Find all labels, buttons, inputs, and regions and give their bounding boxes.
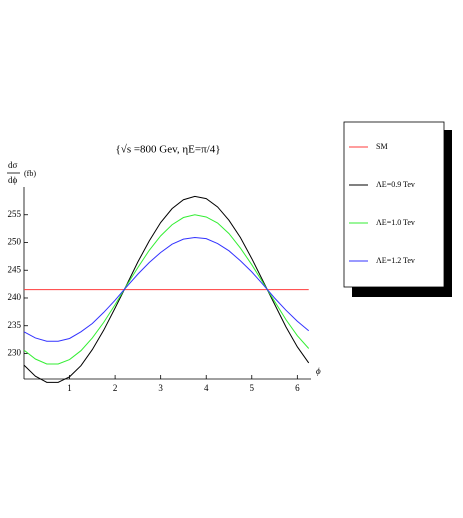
x-label: ϕ [316, 366, 321, 376]
y-tick-label: 240 [8, 292, 22, 302]
y-tick-label: 230 [8, 348, 22, 358]
y-label-denominator: dϕ [8, 175, 18, 185]
legend-label: ΛE=1.2 Tev [376, 256, 415, 265]
legend-label: ΛE=1.0 Tev [376, 218, 415, 227]
x-tick-label: 2 [113, 383, 118, 393]
x-tick-label: 3 [158, 383, 163, 393]
x-tick-label: 5 [250, 383, 255, 393]
y-label-numerator: dσ [8, 160, 18, 170]
series-line [23, 195, 310, 383]
series-line [23, 236, 310, 342]
x-tick-label: 4 [204, 383, 209, 393]
y-label-unit: (fb) [24, 169, 36, 178]
y-tick-label: 250 [8, 237, 22, 247]
y-tick-label: 245 [8, 264, 22, 274]
y-tick-label: 235 [8, 320, 22, 330]
legend-box [343, 121, 445, 288]
y-tick-label: 255 [8, 209, 22, 219]
series-line [23, 214, 310, 365]
x-tick-label: 6 [295, 383, 300, 393]
legend-label: SM [376, 142, 388, 151]
x-tick-label: 1 [67, 383, 72, 393]
chart-title: {√s =800 Gev, ηE=π/4} [116, 144, 221, 156]
legend-label: ΛE=0.9 Tev [376, 180, 415, 189]
